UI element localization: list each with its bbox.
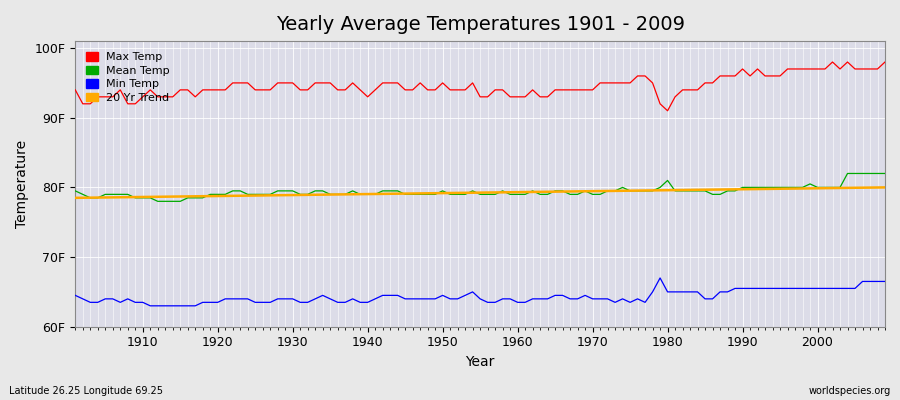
X-axis label: Year: Year	[465, 355, 495, 369]
Text: worldspecies.org: worldspecies.org	[809, 386, 891, 396]
Title: Yearly Average Temperatures 1901 - 2009: Yearly Average Temperatures 1901 - 2009	[275, 15, 685, 34]
Text: Latitude 26.25 Longitude 69.25: Latitude 26.25 Longitude 69.25	[9, 386, 163, 396]
Legend: Max Temp, Mean Temp, Min Temp, 20 Yr Trend: Max Temp, Mean Temp, Min Temp, 20 Yr Tre…	[81, 47, 176, 108]
Y-axis label: Temperature: Temperature	[15, 140, 29, 228]
